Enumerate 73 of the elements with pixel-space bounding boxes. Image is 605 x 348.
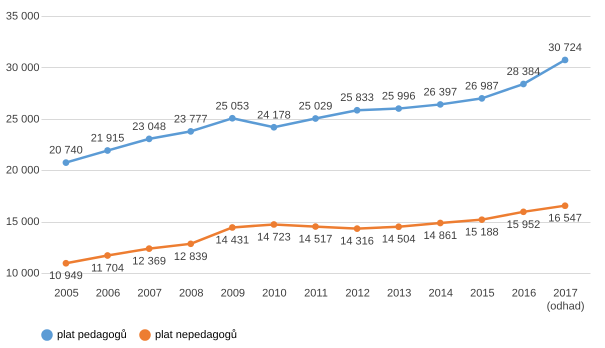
data-label: 23 048 [132,120,166,133]
point [478,216,486,224]
point [354,106,360,114]
x-tick-label: 2016 [512,288,536,300]
data-label: 24 178 [257,109,291,122]
y-tick-label: 20 000 [6,164,40,177]
legend-label: plat pedagogů [57,329,127,341]
point [562,202,568,210]
x-tick-label: 2012 [345,288,370,300]
data-label: 23 777 [174,113,208,126]
point [395,223,402,230]
point [395,105,402,112]
y-tick-label: 30 000 [6,62,40,74]
x-tick-label: 2008 [178,288,204,300]
data-label: 25 833 [340,92,374,104]
data-label: 10 949 [49,270,83,282]
y-tick-label: 15 000 [6,216,40,228]
data-label: 14 504 [382,234,416,246]
point [146,245,152,252]
x-tick-label: 2010 [262,288,287,300]
point [520,208,527,216]
x-tick-label: 2013 [386,288,412,300]
y-tick-label: 35 000 [6,10,40,22]
data-label: 11 704 [91,262,124,274]
point [187,128,194,135]
data-label: 25 029 [298,100,332,112]
point [228,224,236,231]
data-label: 26 397 [423,86,458,98]
point [62,159,70,166]
point [62,260,70,267]
data-label: 20 740 [49,144,83,157]
point [354,225,360,232]
data-label: 14 723 [257,231,291,244]
x-tick-label: 2009 [220,288,246,300]
data-label: 15 188 [465,226,499,239]
data-label: 14 861 [423,230,458,242]
x-tick-label: 2014 [428,288,454,300]
point [146,136,152,142]
point [187,240,194,248]
x-tick-label: 2005 [54,288,79,300]
point [312,223,319,230]
data-label: 26 987 [465,80,499,92]
legend-label: plat nepedagogů [155,329,237,341]
data-label: 25 053 [215,100,250,112]
x-tick-label: 2011 [304,288,328,300]
data-label: 12 369 [132,256,166,268]
data-label: 12 839 [174,250,208,263]
data-label: 14 316 [340,236,374,248]
data-label: 15 952 [506,218,540,231]
data-label: 14 517 [298,234,332,246]
data-label: 16 547 [548,212,582,225]
data-label: 25 996 [382,90,416,103]
point [562,56,568,64]
x-tick-label: 2017 (odhad) [546,288,585,312]
data-label: 14 431 [215,234,250,246]
point [228,114,236,122]
point [436,220,444,226]
data-label: 21 915 [90,132,124,145]
x-tick-label: 2006 [96,288,120,300]
point [312,115,319,122]
point [270,221,278,228]
y-tick-label: 25 000 [6,113,40,126]
point [436,101,444,108]
point [104,252,111,259]
y-tick-label: 10 000 [6,268,40,280]
point [270,124,278,131]
x-tick-label: 2007 [137,288,162,300]
data-label: 28 384 [506,66,540,78]
x-tick-label: 2015 [470,288,495,300]
point [104,147,111,154]
point [478,95,486,102]
data-label: 30 724 [548,42,582,54]
point [520,80,527,88]
